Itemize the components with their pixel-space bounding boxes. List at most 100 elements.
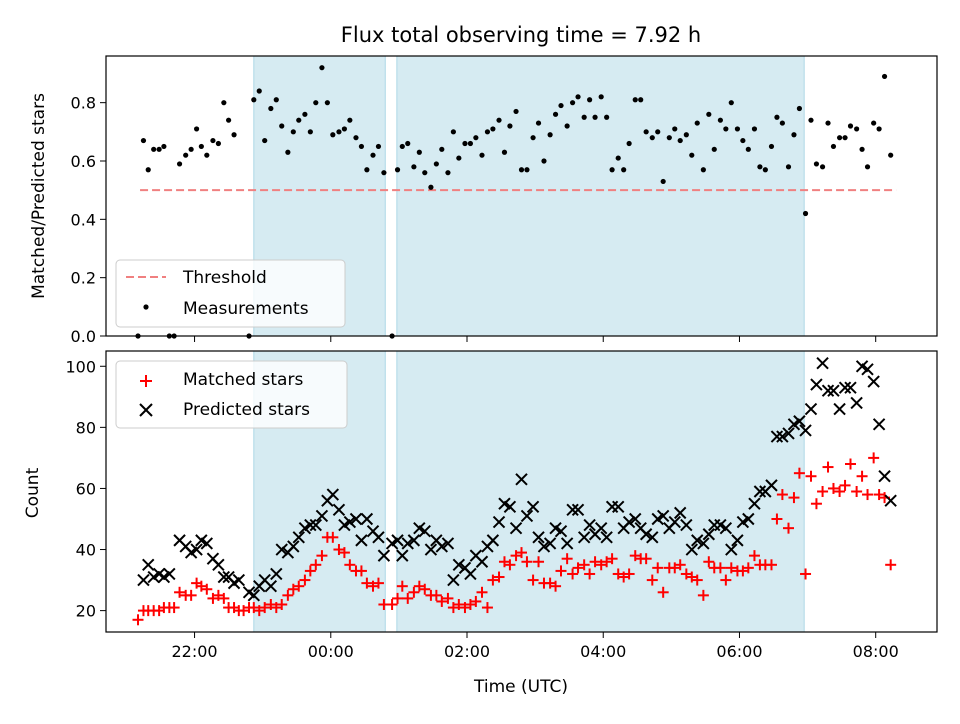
threshold-legend-label: Threshold (182, 268, 267, 288)
matched-star-point (703, 556, 715, 568)
x-tick-label: 06:00 (716, 642, 762, 661)
x-stroke (742, 512, 755, 526)
x-stroke (447, 573, 460, 587)
matched-star-point (504, 559, 516, 571)
predicted-star-point (515, 473, 528, 486)
matched-star-point (793, 467, 805, 479)
matched-star-point (436, 595, 448, 607)
measurement-point (825, 120, 831, 126)
x-stroke (560, 537, 574, 550)
measurement-point (285, 149, 291, 155)
x-stroke (861, 363, 874, 376)
x-stroke (424, 543, 438, 556)
measurement-point (176, 161, 183, 167)
predicted-star-point (821, 384, 835, 397)
x-stroke (469, 549, 483, 562)
x-stroke (714, 518, 727, 532)
x-stroke (190, 543, 203, 556)
matched-star-point (361, 577, 373, 589)
measurement-point (439, 146, 445, 152)
measurement-point (751, 126, 758, 132)
measurement-point (183, 152, 189, 158)
measurement-point (655, 129, 661, 135)
matched-star-point (201, 583, 213, 595)
matched-star-point (392, 592, 404, 604)
predicted-star-point (163, 567, 176, 581)
measurement-point (757, 164, 763, 170)
measurement-point (330, 132, 336, 138)
measurement-point (358, 143, 365, 150)
predicted-star-point (190, 543, 203, 556)
matched-star-point (765, 559, 777, 571)
matched-star-point (646, 574, 658, 586)
measurement-point (353, 135, 359, 141)
predicted-star-point (435, 540, 449, 553)
matched-star-point (487, 574, 499, 586)
matched-star-point (827, 482, 839, 494)
predicted-star-point (668, 515, 681, 529)
x-stroke (753, 485, 767, 498)
measurement-point (336, 129, 342, 135)
x-stroke (441, 537, 455, 550)
predicted-star-point (292, 531, 305, 544)
matched-star-point (218, 592, 230, 604)
measurement-point (151, 146, 157, 152)
measurement-point (575, 94, 581, 100)
predicted-star-point (810, 378, 823, 391)
bottom-ylabel: Count (23, 467, 43, 518)
matched-star-point (168, 602, 180, 614)
x-stroke (748, 497, 761, 510)
matched-star-point (606, 553, 618, 565)
measurement-point (381, 170, 387, 176)
x-stroke (343, 515, 357, 529)
measurement-point (198, 143, 204, 150)
measurement-point (581, 114, 587, 120)
top-legend: Threshold Measurements (115, 259, 346, 328)
predicted-star-point (782, 427, 795, 440)
measurement-point (251, 97, 257, 103)
measurement-point (632, 97, 638, 103)
matched-legend-label: Matched stars (183, 370, 303, 390)
matched-star-point (476, 586, 488, 598)
measurement-point (638, 97, 644, 103)
x-stroke (212, 558, 225, 572)
matched-star-point (299, 574, 311, 586)
y-tick-label: 0.4 (71, 210, 96, 229)
measurement-point (319, 65, 325, 71)
x-stroke (532, 531, 545, 544)
x-stroke (377, 549, 391, 562)
measurement-point (745, 146, 751, 152)
predicted-star-point (486, 534, 500, 547)
x-stroke (680, 518, 693, 532)
predicted-star-point (447, 573, 460, 587)
matched-star-point (132, 614, 144, 626)
measurement-point (819, 164, 826, 170)
measurement-point (779, 120, 785, 126)
y-tick-label: 0.8 (71, 94, 96, 113)
measurement-point (587, 97, 593, 103)
x-stroke (222, 570, 235, 584)
predicted-star-point (816, 357, 829, 370)
y-tick-label: 80 (76, 418, 96, 437)
matched-legend-marker (140, 375, 152, 387)
measurement-point (785, 164, 792, 170)
predicted-star-point (639, 528, 653, 541)
x-stroke (503, 500, 517, 513)
predicted-star-point (674, 506, 687, 520)
measurement-point (626, 140, 632, 147)
predicted-star-point (844, 381, 857, 394)
x-stroke (571, 503, 585, 517)
measurement-point (215, 140, 221, 147)
x-stroke (827, 384, 840, 397)
matched-star-point (572, 562, 584, 574)
matched-star-point (822, 461, 834, 473)
measurement-point (836, 135, 843, 141)
x-stroke (452, 558, 466, 572)
predicted-star-point (326, 488, 340, 501)
measurement-point (370, 152, 376, 158)
predicted-star-point (566, 503, 579, 517)
matched-star-point (338, 547, 350, 559)
predicted-star-point (492, 515, 506, 529)
x-stroke (629, 512, 642, 526)
predicted-star-point (424, 543, 438, 556)
